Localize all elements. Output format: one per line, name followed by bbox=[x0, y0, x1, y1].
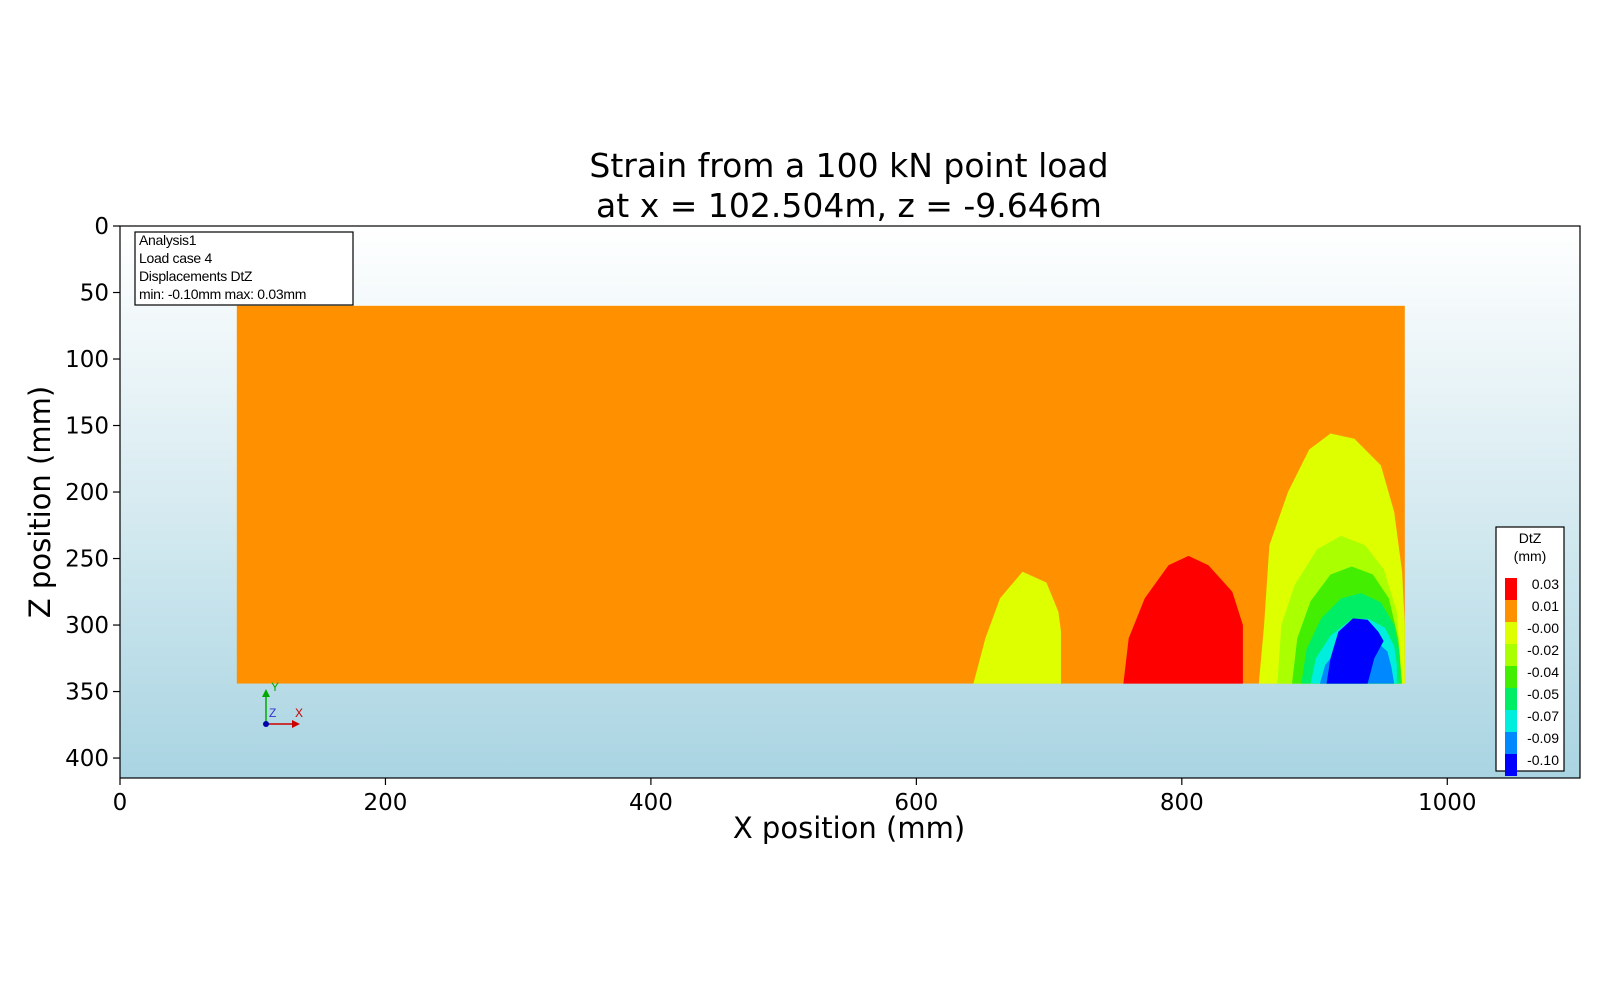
legend-swatch bbox=[1505, 688, 1517, 710]
legend-label: -0.10 bbox=[1527, 752, 1559, 768]
chart-title-line2: at x = 102.504m, z = -9.646m bbox=[596, 186, 1102, 225]
legend-swatch bbox=[1505, 600, 1517, 622]
x-tick-label: 200 bbox=[364, 790, 408, 816]
x-tick-label: 1000 bbox=[1418, 790, 1477, 816]
info-box: Analysis1 Load case 4 Displacements DtZ … bbox=[134, 231, 354, 306]
x-tick-label: 600 bbox=[894, 790, 938, 816]
legend-label: -0.04 bbox=[1527, 664, 1559, 680]
axis-triad: Y Z X bbox=[262, 680, 303, 728]
info-result-type: Displacements DtZ bbox=[139, 268, 253, 284]
contour-region-1 bbox=[973, 571, 1061, 684]
x-axis-ticks: 0 200 400 600 800 1000 bbox=[113, 778, 1477, 816]
legend-swatch bbox=[1505, 622, 1517, 644]
legend-label: -0.02 bbox=[1527, 642, 1559, 658]
legend-title: DtZ bbox=[1519, 530, 1542, 546]
y-tick-label: 200 bbox=[65, 480, 109, 506]
y-tick-label: 250 bbox=[65, 547, 109, 573]
legend-items: 0.03 0.01 -0.00 -0.02 -0.04 -0.05 -0.07 -0.09 -0… bbox=[1505, 576, 1559, 776]
info-box-frame bbox=[134, 231, 354, 306]
legend-swatch bbox=[1505, 732, 1517, 754]
chart-title-line1: Strain from a 100 kN point load bbox=[589, 146, 1108, 185]
y-axis-label: Z position (mm) bbox=[23, 386, 57, 618]
triad-y-arrow bbox=[262, 689, 270, 697]
legend-label: -0.00 bbox=[1527, 620, 1559, 636]
y-axis-ticks: 0 50 100 150 200 250 300 350 400 bbox=[65, 214, 120, 772]
y-tick-label: 50 bbox=[80, 281, 109, 307]
triad-x-arrow bbox=[292, 720, 300, 728]
legend-label: 0.01 bbox=[1532, 598, 1559, 614]
contour-region-2 bbox=[1123, 555, 1243, 684]
x-tick-label: 800 bbox=[1160, 790, 1204, 816]
info-load-case: Load case 4 bbox=[139, 250, 212, 266]
x-tick-label: 400 bbox=[629, 790, 673, 816]
legend-swatch bbox=[1505, 710, 1517, 732]
y-tick-label: 400 bbox=[65, 746, 109, 772]
legend-swatch bbox=[1505, 666, 1517, 688]
triad-origin bbox=[263, 721, 269, 727]
legend-swatch bbox=[1505, 644, 1517, 666]
contour-layer bbox=[973, 433, 1405, 684]
y-tick-label: 0 bbox=[94, 214, 109, 240]
legend-label: 0.03 bbox=[1532, 576, 1559, 592]
legend-label: -0.05 bbox=[1527, 686, 1559, 702]
info-analysis: Analysis1 bbox=[139, 232, 197, 248]
y-tick-label: 300 bbox=[65, 613, 109, 639]
x-axis-label: X position (mm) bbox=[733, 811, 965, 845]
triad-y-label: Y bbox=[271, 680, 279, 694]
legend-swatch bbox=[1505, 578, 1517, 600]
y-tick-label: 350 bbox=[65, 680, 109, 706]
plot-frame bbox=[119, 225, 1581, 779]
colorbar-legend: DtZ (mm) 0.03 0.01 -0.00 -0.02 -0.04 -0.05 -0.… bbox=[1495, 526, 1565, 776]
triad-z-label: Z bbox=[269, 706, 276, 720]
legend-label: -0.09 bbox=[1527, 730, 1559, 746]
legend-label: -0.07 bbox=[1527, 708, 1559, 724]
legend-unit: (mm) bbox=[1514, 548, 1547, 564]
info-min-max: min: -0.10mm max: 0.03mm bbox=[139, 286, 306, 302]
triad-x-label: X bbox=[295, 706, 303, 720]
legend-swatch bbox=[1505, 754, 1517, 776]
contour-region-9 bbox=[1326, 618, 1384, 684]
x-tick-label: 0 bbox=[113, 790, 128, 816]
y-tick-label: 150 bbox=[65, 414, 109, 440]
y-tick-label: 100 bbox=[65, 347, 109, 373]
